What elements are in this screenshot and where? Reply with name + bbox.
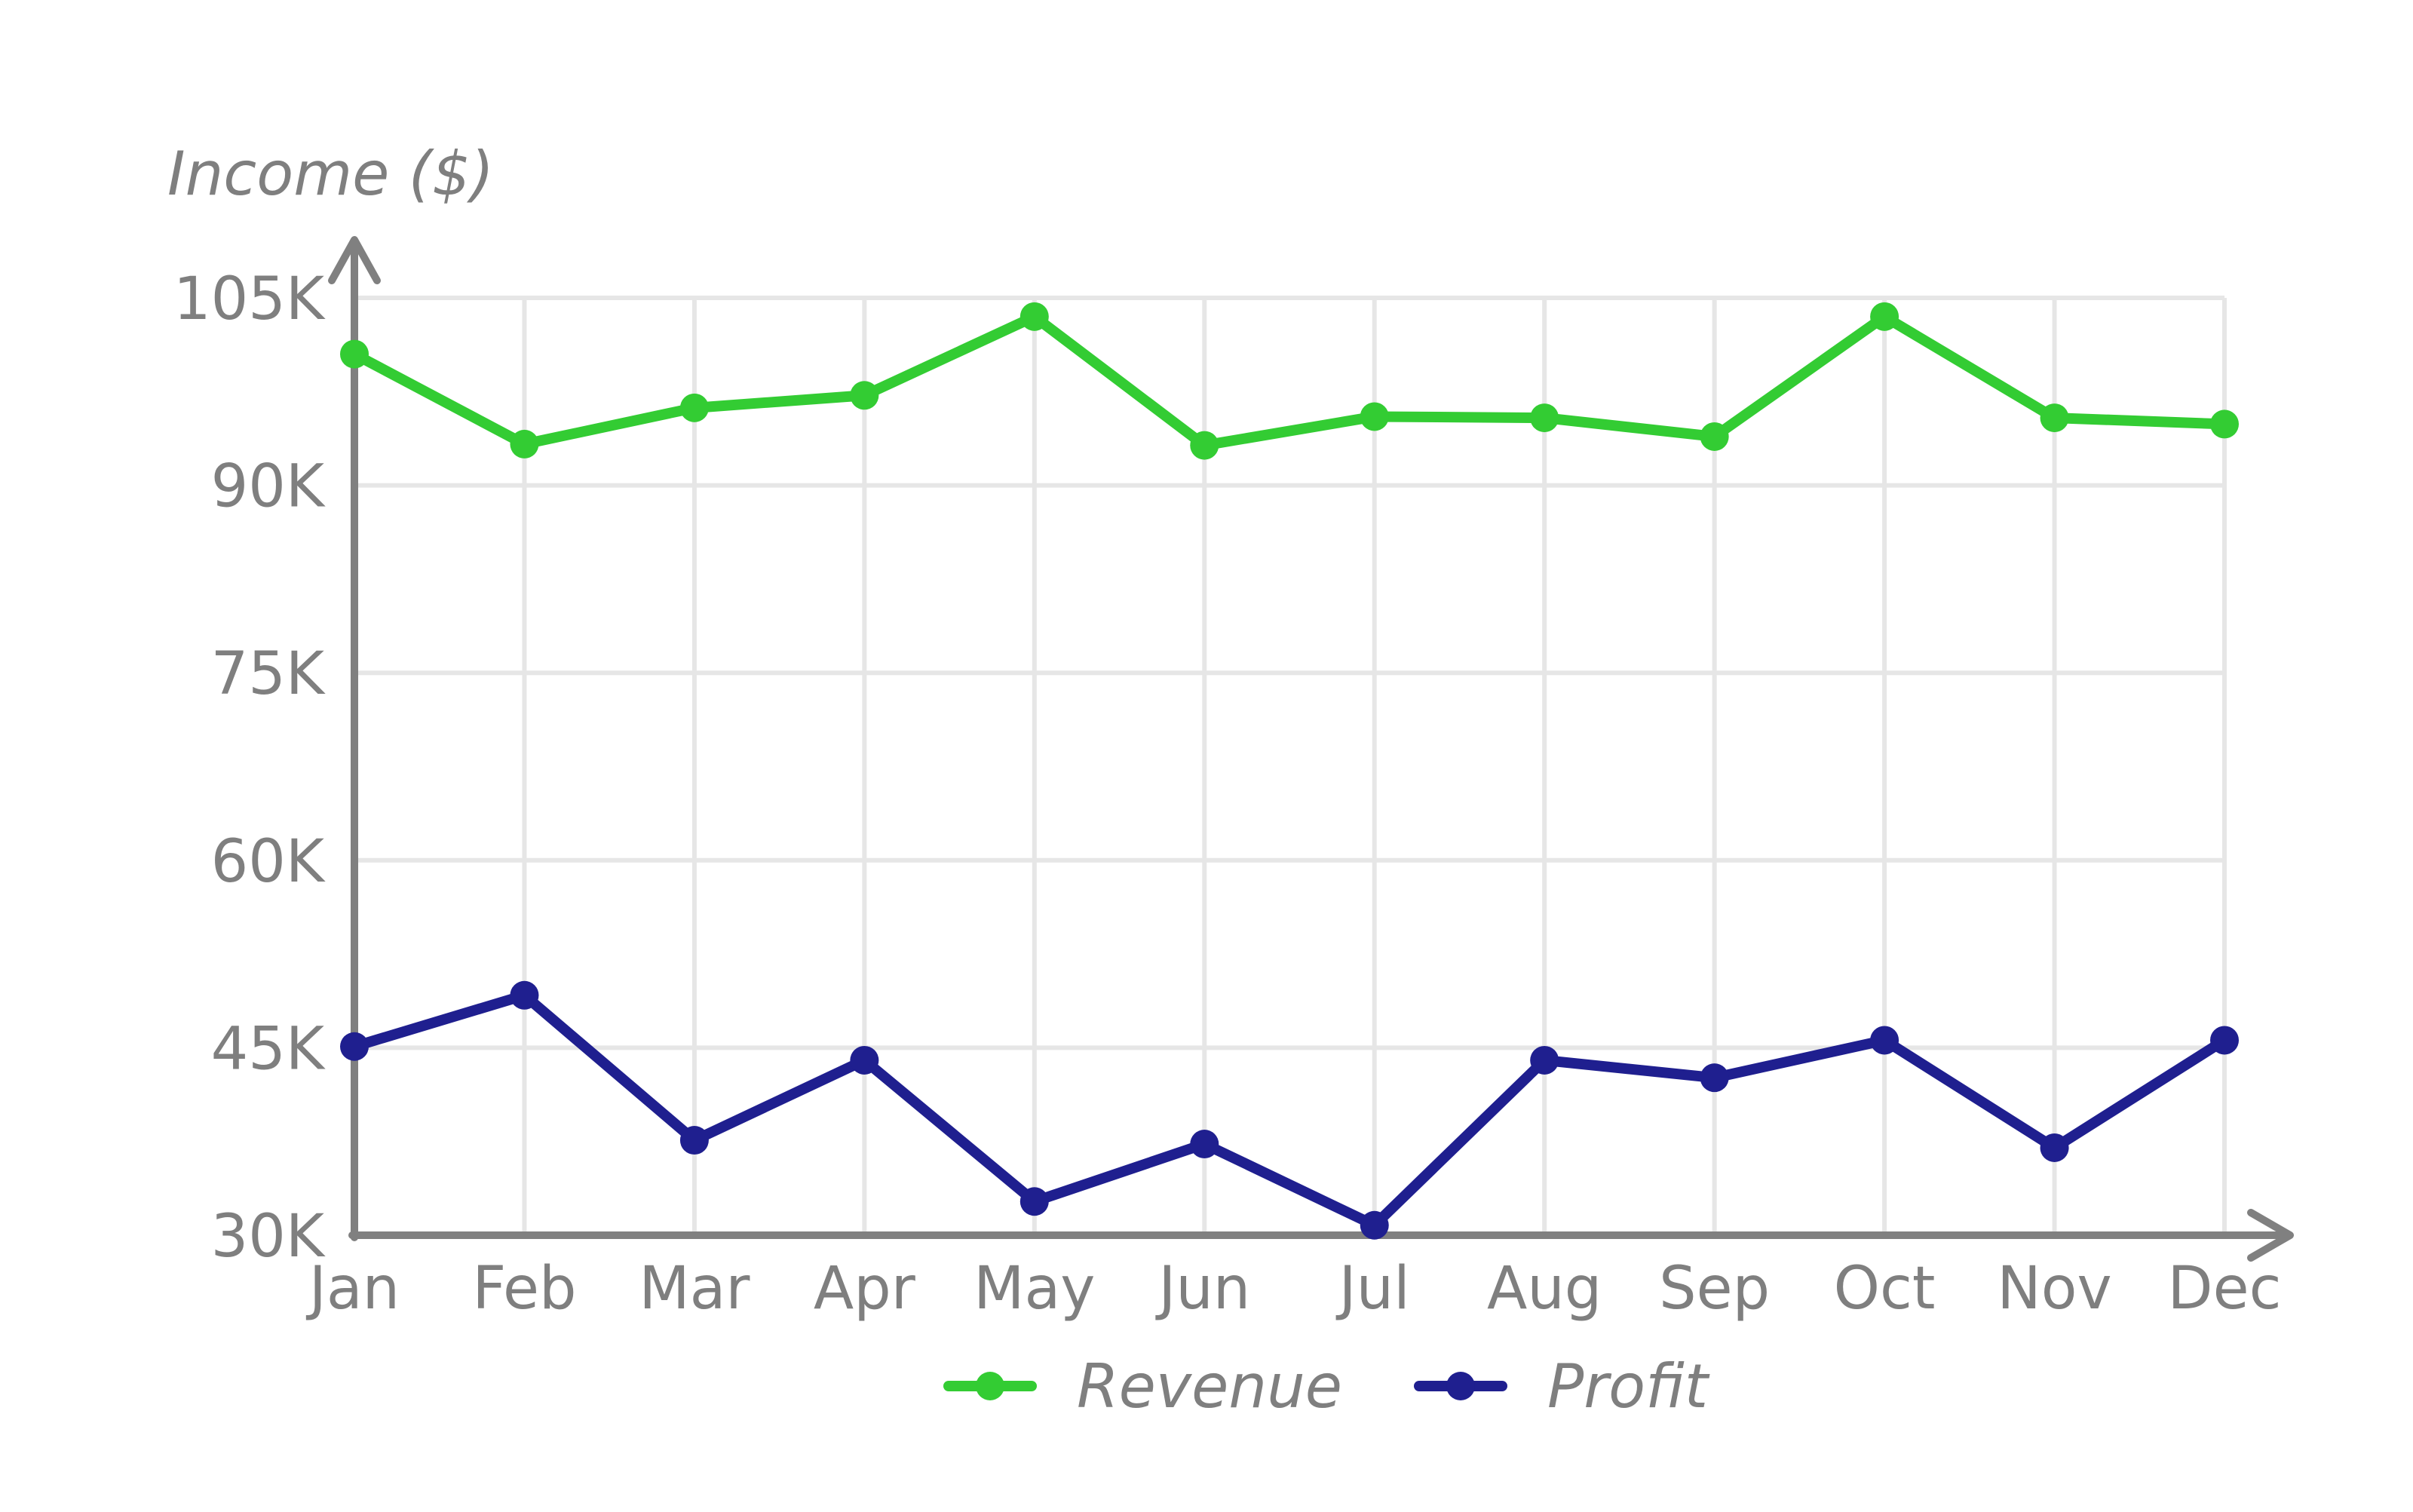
x-tick-label: Apr [814, 1255, 916, 1323]
y-tick-label: 30K [211, 1203, 326, 1271]
data-point-profit [1530, 1045, 1559, 1075]
legend-label: Profit [1547, 1351, 1710, 1422]
series-line-revenue [349, 311, 2230, 451]
data-point-revenue [510, 429, 539, 459]
x-tick-label: Sep [1659, 1255, 1770, 1323]
data-point-profit [1870, 1026, 1899, 1055]
y-tick-label: 105K [173, 265, 326, 333]
data-point-profit [510, 980, 539, 1010]
data-point-revenue [850, 381, 879, 410]
y-tick-label: 45K [211, 1015, 326, 1083]
x-tick-label: Aug [1487, 1255, 1602, 1323]
x-tick-label: Oct [1834, 1255, 1936, 1323]
data-point-profit [340, 1032, 369, 1061]
x-tick-label: Feb [472, 1255, 576, 1323]
y-tick-label: 75K [211, 640, 326, 708]
data-point-profit [1700, 1063, 1729, 1093]
data-point-revenue [1700, 422, 1729, 451]
y-tick-label: 60K [211, 828, 326, 896]
data-point-profit [2040, 1133, 2069, 1162]
series-line-profit [349, 989, 2230, 1231]
y-axis-label: Income ($) [167, 139, 494, 209]
data-point-revenue [1360, 402, 1389, 431]
data-point-revenue [1190, 431, 1219, 460]
x-axis-arrow-icon [2247, 1209, 2294, 1262]
x-tick-label: Dec [2168, 1255, 2282, 1323]
data-point-profit [1019, 1187, 1049, 1216]
x-tick-label: Nov [1997, 1255, 2111, 1323]
legend-label: Revenue [1077, 1351, 1342, 1422]
x-tick-label: May [973, 1255, 1095, 1323]
data-point-profit [850, 1045, 879, 1075]
data-point-revenue [2040, 403, 2069, 433]
x-tick-label: Jul [1335, 1255, 1410, 1323]
data-point-revenue [1530, 403, 1559, 433]
legend-swatch-marker [1446, 1372, 1475, 1400]
data-point-revenue [1870, 302, 1899, 331]
y-axis-arrow-icon [328, 236, 381, 284]
data-point-revenue [679, 393, 709, 422]
x-tick-label: Mar [639, 1255, 750, 1323]
legend-swatch-marker [976, 1372, 1004, 1400]
x-tick-label: Jan [305, 1255, 400, 1323]
data-point-profit [679, 1126, 709, 1155]
data-point-profit [1360, 1210, 1389, 1240]
data-point-revenue [2210, 409, 2239, 439]
data-point-profit [1190, 1130, 1219, 1159]
x-tick-label: Jun [1154, 1255, 1250, 1323]
data-point-profit [2210, 1026, 2239, 1055]
data-point-revenue [1019, 302, 1049, 331]
data-point-revenue [340, 339, 369, 369]
y-tick-label: 90K [211, 453, 326, 521]
